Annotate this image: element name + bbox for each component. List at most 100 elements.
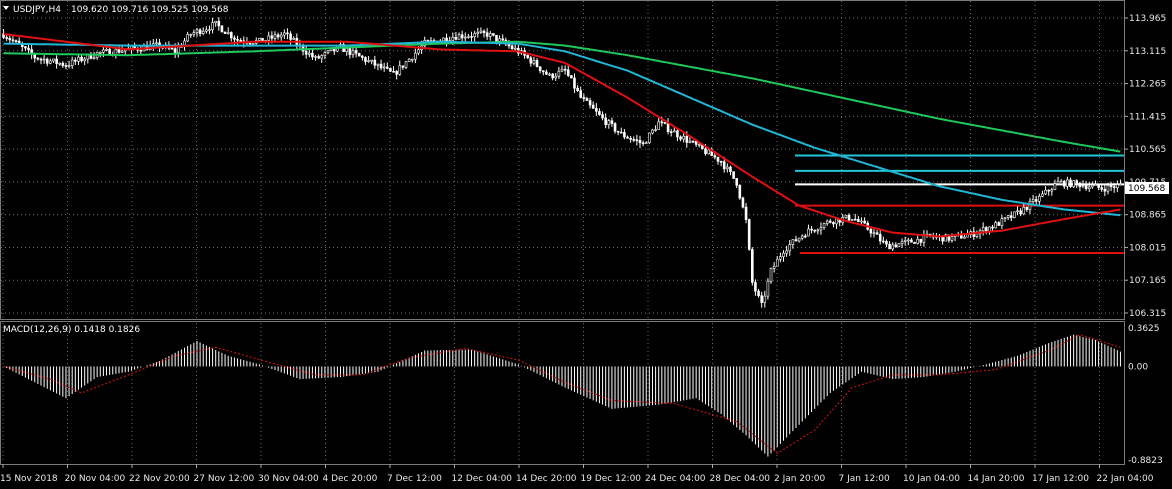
candle-body [691, 140, 695, 143]
candle-body [498, 38, 501, 42]
candle-body [414, 52, 417, 60]
candle-body [392, 71, 395, 73]
candle-body [442, 37, 445, 42]
candle-body [74, 59, 77, 62]
price-tick-label: 107.165 [1129, 276, 1166, 286]
price-tick-label: 113.115 [1129, 47, 1166, 57]
candle-body [1072, 180, 1075, 188]
candle-body [819, 227, 823, 231]
candle-body [944, 234, 948, 242]
candle-body [835, 218, 838, 225]
candle-body [351, 50, 355, 56]
candle-body [722, 161, 726, 170]
candle-body [751, 249, 754, 283]
candle-body [997, 222, 1001, 226]
candle-body [541, 70, 545, 73]
candle-body [98, 51, 102, 54]
candle-body [1019, 210, 1022, 215]
macd-tick-label: -0.8823 [1128, 456, 1163, 466]
candle-body [155, 42, 158, 45]
time-tick-label: 22 Nov 20:00 [129, 474, 190, 484]
candle-body [11, 39, 15, 42]
candle-body [822, 223, 826, 228]
candle-body [64, 65, 68, 67]
candle-body [657, 121, 661, 130]
candle-body [607, 120, 611, 126]
candle-body [619, 131, 623, 134]
candle-body [882, 240, 885, 243]
candle-body [754, 282, 757, 292]
candle-body [638, 139, 642, 144]
candle-body [981, 227, 985, 232]
candle-body [1062, 180, 1066, 187]
candle-body [102, 49, 105, 53]
candle-body [476, 32, 480, 34]
candle-body [832, 222, 835, 225]
candle-body [872, 232, 876, 235]
candle-body [495, 34, 498, 42]
candle-body [320, 55, 324, 59]
time-tick-label: 20 Nov 04:00 [65, 474, 126, 484]
candle-body [67, 65, 71, 67]
candle-body [853, 218, 857, 221]
candle-body [1078, 182, 1082, 188]
candle-body [201, 30, 205, 34]
candle-body [635, 139, 639, 142]
candle-body [267, 35, 271, 41]
candle-body [220, 25, 224, 33]
candle-body [669, 131, 673, 133]
candle-body [729, 166, 732, 172]
candle-body [332, 48, 336, 52]
macd-label: MACD(12,26,9) 0.1418 0.1826 [3, 325, 140, 335]
candle-body [114, 48, 118, 56]
price-tick-label: 111.415 [1129, 112, 1166, 122]
time-tick-label: 14 Dec 20:00 [516, 474, 577, 484]
candle-body [804, 235, 807, 238]
candle-body [857, 219, 860, 222]
candle-body [598, 111, 601, 115]
dropdown-triangle-icon[interactable] [3, 6, 9, 10]
candle-body [117, 48, 121, 53]
price-panel [0, 0, 1125, 320]
time-tick-label: 17 Jan 12:00 [1032, 474, 1089, 484]
candle-body [963, 236, 966, 239]
time-tick-label: 27 Nov 12:00 [194, 474, 255, 484]
candle-body [797, 237, 801, 242]
current-price-label: 109.568 [1128, 184, 1165, 194]
candle-body [276, 34, 280, 38]
current-price-badge [1125, 182, 1169, 194]
time-tick-label: 15 Nov 2018 [0, 474, 58, 484]
candle-body [357, 52, 361, 57]
candle-body [326, 50, 330, 53]
candle-body [1053, 183, 1057, 190]
ma-fast-line [3, 33, 1121, 238]
candle-body [794, 239, 798, 242]
candle-body [251, 43, 255, 45]
candle-body [626, 136, 629, 139]
candle-body [747, 219, 751, 250]
candle-body [601, 114, 604, 119]
candle-body [501, 38, 505, 41]
candle-body [236, 39, 239, 41]
candle-body [916, 238, 919, 244]
candle-body [376, 63, 380, 66]
candle-body [663, 122, 667, 124]
candle-body [24, 46, 27, 49]
candle-body [738, 185, 742, 199]
candle-body [61, 62, 65, 66]
candle-body [1106, 185, 1110, 192]
candle-body [80, 56, 83, 62]
candle-body [1034, 199, 1038, 202]
candle-body [860, 220, 863, 223]
candle-body [186, 34, 189, 42]
candle-body [1109, 185, 1113, 187]
candle-body [529, 57, 533, 64]
candle-body [844, 214, 848, 218]
candle-body [120, 50, 124, 53]
candle-body [557, 70, 561, 77]
candle-body [704, 148, 707, 155]
candle-body [666, 123, 670, 132]
time-axis: 15 Nov 2018 20 Nov 04:00 22 Nov 20:00 27 No… [0, 464, 1154, 484]
candle-body [488, 33, 492, 37]
candle-body [816, 229, 820, 232]
